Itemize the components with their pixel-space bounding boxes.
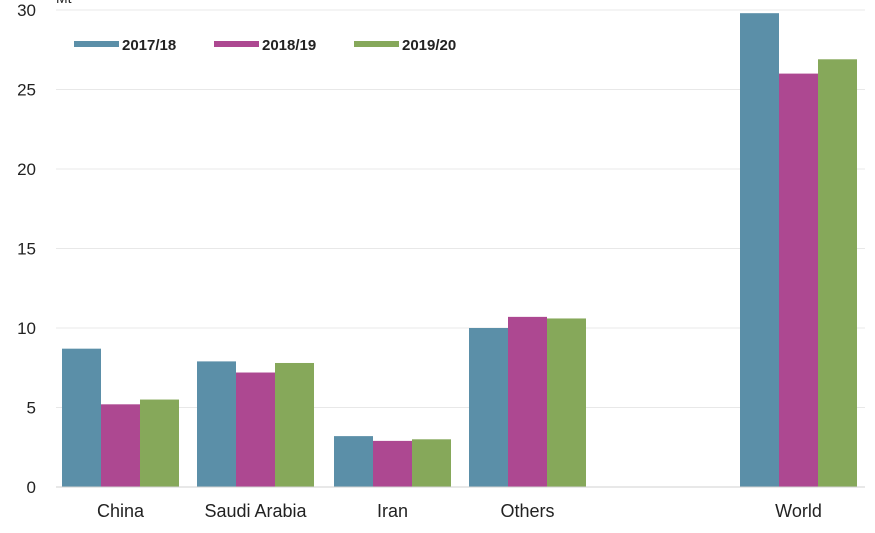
gridlines [56, 9, 865, 408]
bar-2018-19-china [101, 404, 140, 487]
bar-2017-18-china [62, 348, 101, 487]
legend-label: 2018/19 [262, 37, 316, 54]
legend-label: 2017/18 [122, 37, 176, 54]
x-category-label: Saudi Arabia [204, 501, 307, 521]
bar-2017-18-iran [334, 436, 373, 487]
bar-2018-19-world [779, 73, 818, 487]
y-tick-label: 10 [17, 319, 36, 338]
x-category-label: World [775, 501, 822, 521]
legend-swatch [74, 41, 119, 47]
y-axis-unit-label: Mt [56, 0, 72, 6]
bar-2019-20-china [140, 399, 179, 487]
bar-2018-19-others [508, 316, 547, 487]
legend: 2017/18 2018/19 2019/20 [74, 37, 456, 54]
y-tick-label: 25 [17, 81, 36, 100]
bars [62, 13, 857, 488]
y-axis-ticks: 0 5 10 15 20 25 30 [17, 1, 36, 497]
x-category-label: Others [500, 501, 554, 521]
bar-2019-20-saudi-arabia [275, 362, 314, 487]
legend-swatch [214, 41, 259, 47]
bar-2019-20-world [818, 59, 857, 487]
legend-label: 2019/20 [402, 37, 456, 54]
bar-2017-18-saudi-arabia [197, 361, 236, 487]
x-category-label: Iran [377, 501, 408, 521]
bar-2017-18-world [740, 13, 779, 488]
y-tick-label: 20 [17, 160, 36, 179]
bar-2018-19-saudi-arabia [236, 372, 275, 487]
bar-2019-20-iran [412, 439, 451, 487]
x-category-label: China [97, 501, 145, 521]
bar-2017-18-others [469, 328, 508, 487]
y-tick-label: 5 [27, 399, 36, 418]
y-tick-label: 0 [27, 478, 36, 497]
bar-2019-20-others [547, 318, 586, 487]
legend-swatch [354, 41, 399, 47]
x-axis-category-labels: China Saudi Arabia Iran Others World [97, 501, 822, 521]
y-tick-label: 15 [17, 240, 36, 259]
bar-2018-19-iran [373, 440, 412, 487]
y-tick-label: 30 [17, 1, 36, 20]
